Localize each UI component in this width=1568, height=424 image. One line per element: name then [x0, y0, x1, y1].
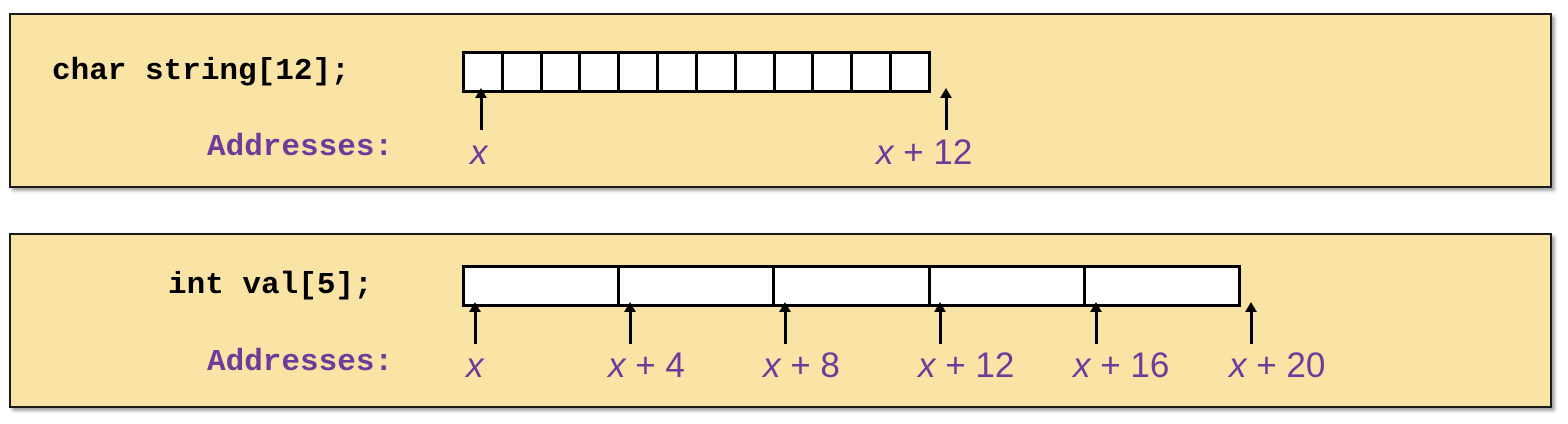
char-cell-4: [620, 54, 660, 90]
int-address-x-plus-12: x + 12: [918, 346, 1015, 385]
char-cell-8: [775, 54, 815, 90]
char-cell-5: [659, 54, 698, 90]
char-cell-2: [542, 54, 582, 90]
char-cell-1: [503, 54, 543, 90]
int-address-arrow-12: [934, 302, 946, 344]
char-cell-3: [581, 54, 621, 90]
char-cell-7: [736, 54, 776, 90]
int-address-x: x: [466, 346, 484, 385]
char-addresses-label: Addresses:: [207, 130, 394, 165]
char-array-declaration: char string[12];: [52, 54, 350, 89]
int-address-arrow-20: [1245, 302, 1257, 344]
char-array-cells: [462, 51, 931, 93]
int-address-x-plus-20: x + 20: [1229, 346, 1326, 385]
char-address-x: x: [470, 133, 488, 172]
int-array-cells: [462, 265, 1241, 307]
int-address-arrow-0: [469, 302, 481, 344]
char-cell-0: [465, 54, 504, 90]
int-array-panel: [9, 233, 1552, 408]
char-cell-6: [697, 54, 737, 90]
int-address-arrow-16: [1090, 302, 1102, 344]
int-address-x-plus-4: x + 4: [608, 346, 685, 385]
int-cell-2: [775, 268, 931, 304]
int-array-declaration: int val[5];: [168, 268, 373, 303]
char-cell-9: [814, 54, 854, 90]
int-address-x-plus-16: x + 16: [1073, 346, 1170, 385]
char-cell-11: [892, 54, 928, 90]
int-address-x-plus-8: x + 8: [763, 346, 840, 385]
int-address-arrow-8: [779, 302, 791, 344]
int-addresses-label: Addresses:: [207, 345, 394, 380]
char-cell-10: [853, 54, 893, 90]
int-address-arrow-4: [624, 302, 636, 344]
char-address-x-plus-12: x + 12: [876, 133, 973, 172]
char-array-panel: [9, 13, 1552, 188]
char-address-arrow-0: [475, 88, 487, 130]
int-cell-0: [465, 268, 621, 304]
int-cell-3: [930, 268, 1086, 304]
char-address-arrow-12: [940, 88, 952, 130]
int-cell-1: [620, 268, 776, 304]
int-cell-4: [1085, 268, 1239, 304]
